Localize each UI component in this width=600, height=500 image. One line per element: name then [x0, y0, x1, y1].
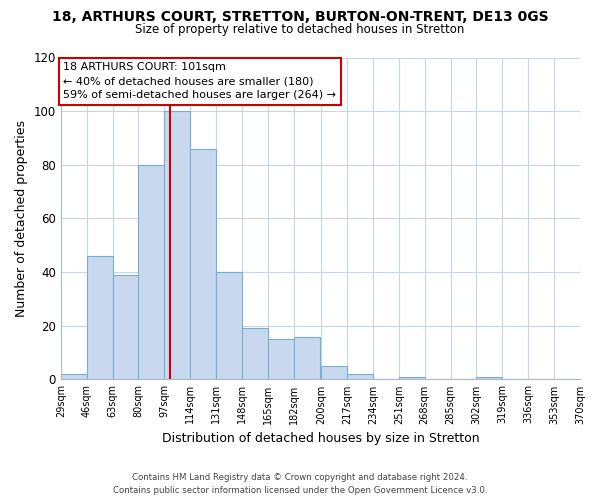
Bar — [321, 366, 347, 380]
Text: 18 ARTHURS COURT: 101sqm
← 40% of detached houses are smaller (180)
59% of semi-: 18 ARTHURS COURT: 101sqm ← 40% of detach… — [64, 62, 337, 100]
Bar — [190, 148, 216, 380]
Bar — [268, 339, 294, 380]
Bar — [139, 165, 164, 380]
Bar — [86, 256, 113, 380]
Bar — [216, 272, 242, 380]
Bar — [476, 376, 502, 380]
Bar — [399, 376, 425, 380]
Bar — [294, 336, 320, 380]
Text: Contains HM Land Registry data © Crown copyright and database right 2024.
Contai: Contains HM Land Registry data © Crown c… — [113, 474, 487, 495]
X-axis label: Distribution of detached houses by size in Stretton: Distribution of detached houses by size … — [161, 432, 479, 445]
Bar — [347, 374, 373, 380]
Bar — [61, 374, 86, 380]
Y-axis label: Number of detached properties: Number of detached properties — [15, 120, 28, 317]
Text: 18, ARTHURS COURT, STRETTON, BURTON-ON-TRENT, DE13 0GS: 18, ARTHURS COURT, STRETTON, BURTON-ON-T… — [52, 10, 548, 24]
Bar — [164, 111, 190, 380]
Bar — [113, 275, 139, 380]
Text: Size of property relative to detached houses in Stretton: Size of property relative to detached ho… — [136, 22, 464, 36]
Bar — [242, 328, 268, 380]
